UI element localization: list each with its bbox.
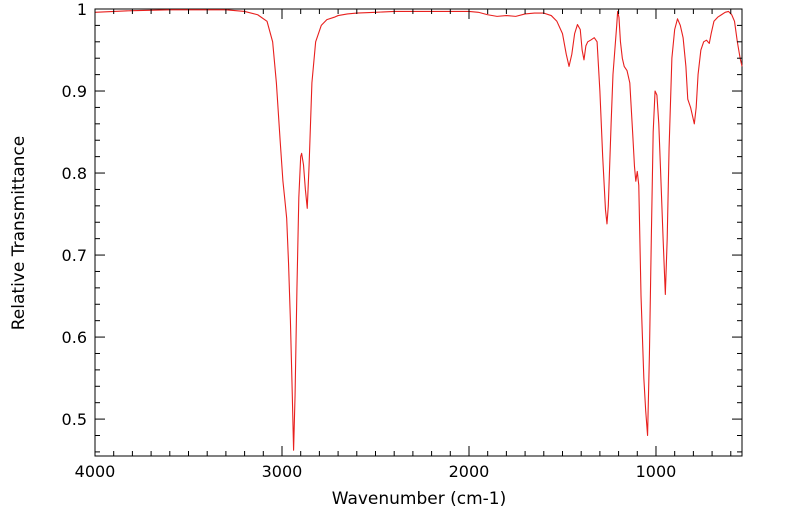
plot-frame [94,8,743,457]
x-tick-label-1: 3000 [262,462,303,481]
y-axis-label: Relative Transmittance [9,136,29,331]
ticks-group [94,8,742,456]
x-tick-label-2: 2000 [449,462,490,481]
y-tick-label-1: 0.6 [62,328,87,347]
series-line-0 [94,9,743,451]
y-tick-label-2: 0.7 [62,246,87,265]
series-group [94,9,743,451]
plot-area [94,8,743,457]
x-axis-label: Wavenumber (cm-1) [332,489,507,509]
y-tick-label-0: 0.5 [62,410,87,429]
y-tick-label-3: 0.8 [62,164,87,183]
y-tick-label-4: 0.9 [62,82,87,101]
y-tick-labels: 0.5 0.6 0.7 0.8 0.9 1 [62,0,87,429]
x-tick-labels: 4000 3000 2000 1000 [75,462,677,481]
x-tick-label-0: 4000 [75,462,116,481]
y-tick-label-5: 1 [77,0,87,19]
x-tick-label-3: 1000 [636,462,677,481]
